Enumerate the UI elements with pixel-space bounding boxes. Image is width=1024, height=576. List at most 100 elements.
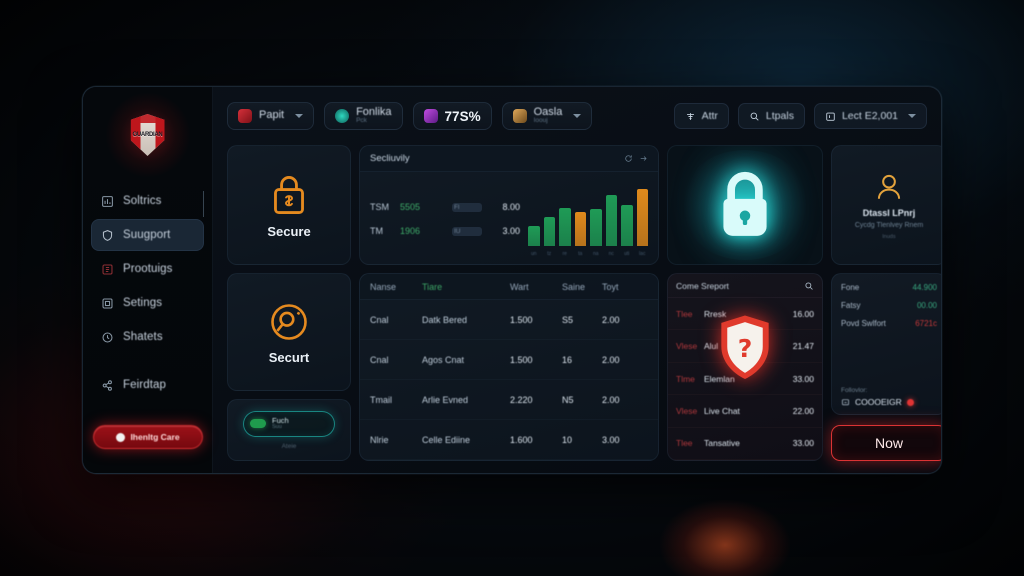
table-header-cell[interactable]: Wart xyxy=(510,281,529,292)
alerts-card: Come Sreport Tlee Rresk 16.00 Vlese Alul 21.4… xyxy=(667,273,823,461)
alert-row[interactable]: Vlese Live Chat 22.00 xyxy=(668,395,822,428)
table-cell: 3.00 xyxy=(602,434,620,445)
alert-name: Rresk xyxy=(704,308,727,319)
alert-value: 16.00 xyxy=(792,308,814,319)
dashboard-grid: Secure Securt Fuch Suu xyxy=(227,145,941,461)
alert-row[interactable]: Tlme Elemlan 33.00 xyxy=(668,363,822,396)
alert-value: 21.47 xyxy=(792,341,814,352)
table-row[interactable]: Tmail Arlie Evned 2.220 N5 2.00 xyxy=(360,380,658,420)
table-header-cell[interactable]: Toyt xyxy=(602,281,619,292)
alert-name: Live Chat xyxy=(704,405,740,416)
share-icon xyxy=(102,379,112,391)
toggle-footer: Ateie xyxy=(281,442,297,450)
table-row[interactable]: Nlrie Celle Ediine 1.600 10 3.00 xyxy=(360,420,658,460)
stat-bar: Fl xyxy=(452,202,482,212)
table-row[interactable]: Cnal Agos Cnat 1.500 16 2.00 xyxy=(360,340,658,380)
nav-divider xyxy=(203,191,204,217)
table-header-cell[interactable]: Saine xyxy=(562,281,586,292)
table-header-cell[interactable]: Nanse xyxy=(370,281,397,292)
tile-label: Securt xyxy=(268,349,310,365)
data-table-card: Nanse Tiare Wart Saine Toyt Cnal Datk Ber… xyxy=(359,273,659,461)
table-header-cell[interactable]: Tiare xyxy=(422,281,443,292)
toggle-pill[interactable]: Fuch Suu xyxy=(243,410,335,437)
table-cell: 2.00 xyxy=(602,394,620,405)
sidebar-item-feirdtap[interactable]: Feirdtap xyxy=(91,369,204,401)
sidebar-item-suugport[interactable]: Suugport xyxy=(91,219,204,251)
sidebar-item-label: Soltrics xyxy=(123,195,162,207)
tile-label: Secure xyxy=(267,223,311,239)
reflection-flame-glow xyxy=(660,500,790,576)
chip-label: Papit xyxy=(259,109,285,122)
sidebar-cta-button[interactable]: Ihenltg Care xyxy=(93,425,203,449)
alerts-title: Come Sreport xyxy=(676,280,729,291)
chip-label: Fonlika xyxy=(356,105,392,118)
chart-x-label: un xyxy=(530,251,537,257)
user-card[interactable]: Dtassl LPnrj Cycdg Tlenlvey Rnem lnuds xyxy=(831,145,941,265)
table-cell: Agos Cnat xyxy=(422,354,465,365)
user-subtitle: Cycdg Tlenlvey Rnem xyxy=(854,221,924,229)
table-row[interactable]: Cnal Datk Bered 1.500 S5 2.00 xyxy=(360,300,658,340)
shield-question-icon: ? xyxy=(721,315,769,380)
toolbar-chip-fonlika[interactable]: Fonlika Pck xyxy=(324,102,403,130)
chart-bar: uti xyxy=(621,205,633,257)
alerts-list: Tlee Rresk 16.00 Vlese Alul 21.47 Tlme Elemlan 3… xyxy=(668,298,822,460)
stat-bar-label: Fl xyxy=(454,203,460,211)
alert-tag: Vlese xyxy=(676,341,698,352)
search-label: Ltpals xyxy=(765,110,794,122)
sidebar-item-shatets[interactable]: Shatets xyxy=(91,321,204,353)
stat-line: Povd Swlfort 6721c xyxy=(841,319,937,328)
date-range-button[interactable]: Lect E2,001 xyxy=(813,103,927,129)
toggle-sublabel: Suu xyxy=(272,423,282,430)
svg-text:?: ? xyxy=(738,334,753,363)
toggle-switch[interactable] xyxy=(250,419,266,428)
alert-row[interactable]: Tlee Tansative 33.00 xyxy=(668,428,822,460)
chevron-down-icon xyxy=(908,114,916,118)
filter-label: Attr xyxy=(701,110,718,122)
toolbar-chip-percent[interactable]: 77S% xyxy=(412,102,492,130)
lock-dollar-icon xyxy=(274,175,304,214)
stats-footer-value: COOOEIGR xyxy=(855,397,902,407)
chart-bar: un xyxy=(528,226,540,257)
stat-key: Fatsy xyxy=(841,301,861,310)
search-icon xyxy=(750,112,759,121)
stat-value: 5505 xyxy=(400,202,421,212)
stat-key: Fone xyxy=(841,283,860,292)
refresh-icon[interactable] xyxy=(624,154,633,163)
table-cell: Cnal xyxy=(370,314,389,325)
window-reflection: GUARDIAN Soltrics Suugport Prootuigs Set… xyxy=(82,476,942,576)
tile-card-securt[interactable]: Securt xyxy=(227,273,351,391)
table-cell: Celle Ediine xyxy=(422,434,471,445)
sidebar-item-prootuigs[interactable]: Prootuigs xyxy=(91,253,204,285)
table-cell: Tmail xyxy=(370,394,392,405)
chip-percent-value: 77S% xyxy=(444,108,481,124)
alert-value: 22.00 xyxy=(792,405,814,416)
shield-icon xyxy=(102,229,113,241)
search-button[interactable]: Ltpals xyxy=(737,103,805,129)
filter-button[interactable]: Attr xyxy=(673,103,729,129)
toolbar-chip-oasla[interactable]: Oasla Ioouj xyxy=(501,102,593,130)
activity-actions xyxy=(624,154,648,163)
stats-footer: Follovlor: COOOEIGR xyxy=(841,387,937,407)
sidebar-cta-label: Ihenltg Care xyxy=(130,432,180,442)
power-icon xyxy=(116,432,126,442)
chevron-down-icon xyxy=(573,114,582,118)
sidebar-item-soltrics[interactable]: Soltrics xyxy=(91,185,204,217)
arrow-right-icon[interactable] xyxy=(639,154,648,163)
tile-card-secure[interactable]: Secure xyxy=(227,145,351,265)
now-button[interactable]: Now xyxy=(831,425,941,461)
alert-tag: Tlee xyxy=(676,308,693,319)
sidebar-item-setings[interactable]: Setings xyxy=(91,287,204,319)
padlock-glow-icon xyxy=(723,171,767,236)
status-dot xyxy=(906,398,914,406)
sidebar-item-label: Setings xyxy=(123,297,163,309)
toggle-card[interactable]: Fuch Suu Ateie xyxy=(227,399,351,461)
toolbar-chip-papit[interactable]: Papit xyxy=(227,102,315,130)
table-cell: Arlie Evned xyxy=(422,394,469,405)
alerts-header: Come Sreport xyxy=(668,274,822,298)
activity-stat-row: TM 1906 IU 3.00 xyxy=(370,226,520,236)
alert-value: 33.00 xyxy=(792,373,814,384)
stat-line: Fone 44.900 xyxy=(841,283,937,292)
app-logo[interactable]: GUARDIAN xyxy=(83,93,212,177)
search-icon[interactable] xyxy=(804,281,814,291)
chevron-down-icon xyxy=(295,114,304,118)
